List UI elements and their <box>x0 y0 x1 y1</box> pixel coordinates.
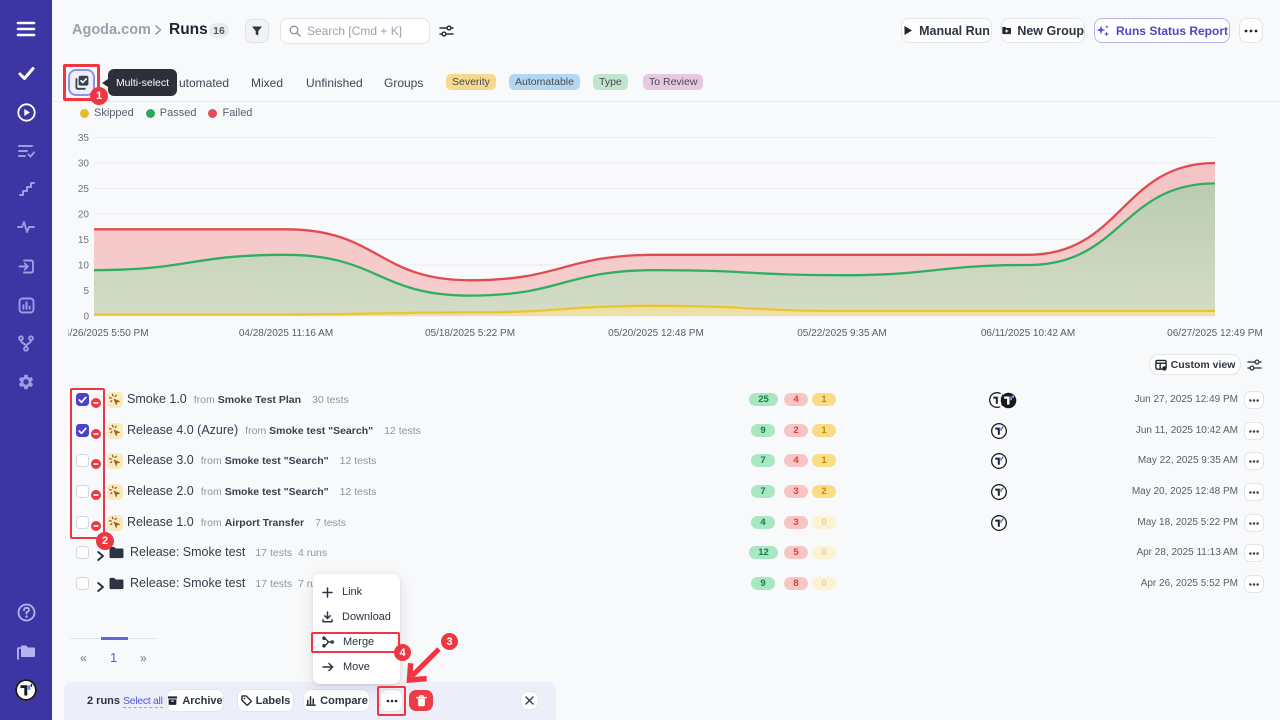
svg-text:05/20/2025 12:48 PM: 05/20/2025 12:48 PM <box>608 328 704 339</box>
svg-text:25: 25 <box>78 184 90 195</box>
svg-text:10: 10 <box>78 261 90 272</box>
svg-text:0: 0 <box>83 312 89 323</box>
svg-text:15: 15 <box>78 235 90 246</box>
svg-text:05/18/2025 5:22 PM: 05/18/2025 5:22 PM <box>425 328 515 339</box>
svg-text:5: 5 <box>83 286 89 297</box>
svg-text:04/26/2025 5:50 PM: 04/26/2025 5:50 PM <box>68 328 149 339</box>
svg-text:06/27/2025 12:49 PM: 06/27/2025 12:49 PM <box>1167 328 1263 339</box>
svg-text:05/22/2025 9:35 AM: 05/22/2025 9:35 AM <box>797 328 887 339</box>
svg-text:30: 30 <box>78 159 90 170</box>
svg-text:35: 35 <box>78 133 90 144</box>
svg-text:06/11/2025 10:42 AM: 06/11/2025 10:42 AM <box>981 328 1075 339</box>
svg-text:04/28/2025 11:16 AM: 04/28/2025 11:16 AM <box>239 328 333 339</box>
svg-text:20: 20 <box>78 210 90 221</box>
